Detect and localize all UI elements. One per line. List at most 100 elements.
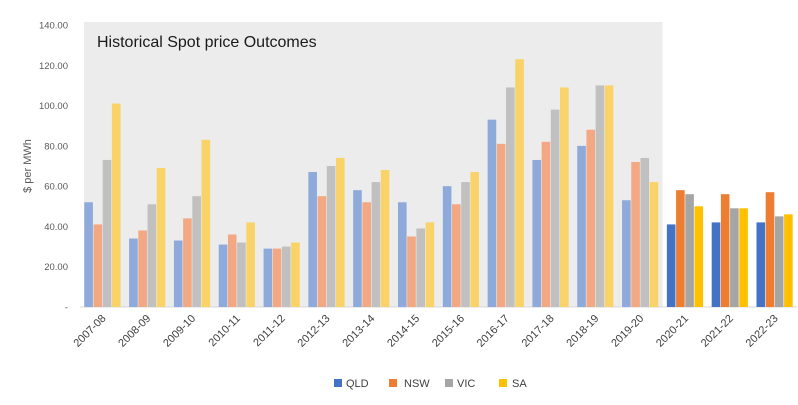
bar-nsw-2018-19 [586, 129, 596, 307]
legend-item-qld: QLD [334, 378, 369, 390]
bar-vic-2014-15 [416, 228, 425, 307]
bar-qld-2012-13 [308, 172, 317, 307]
legend-swatch [389, 379, 397, 387]
legend-swatch [445, 379, 453, 387]
bar-sa-2018-19 [604, 85, 614, 308]
bar-sa-2015-16 [470, 172, 480, 307]
x-tick-label: 2007-08 [71, 313, 108, 350]
bar-vic-2007-08 [102, 159, 112, 307]
bar-sa-2022-23 [784, 214, 793, 307]
bar-qld-2020-21 [666, 224, 676, 307]
bar-group-2012-13 [308, 157, 345, 307]
bar-qld-2011-12 [263, 248, 273, 307]
x-tick-label: 2010-11 [207, 313, 243, 349]
bar-qld-2007-08 [84, 202, 93, 307]
bar-nsw-2015-16 [452, 204, 461, 307]
bar-sa-2017-18 [560, 87, 569, 307]
y-tick-label: 40.00 [44, 222, 68, 233]
bar-qld-2022-23 [756, 222, 766, 307]
x-tick-label: 2009-10 [161, 313, 198, 350]
bar-qld-2017-18 [532, 159, 542, 307]
bar-sa-2021-22 [739, 208, 748, 307]
legend-swatch [499, 379, 507, 387]
x-tick-label: 2019-20 [609, 313, 646, 350]
x-tick-label: 2016-17 [475, 313, 512, 350]
bar-nsw-2022-23 [765, 192, 775, 307]
x-tick-label: 2011-12 [251, 313, 287, 349]
bar-nsw-2020-21 [676, 190, 685, 307]
bar-nsw-2013-14 [362, 202, 371, 307]
x-axis: 2007-08 2008-09 2009-10 2010-11 2011-12 2012-… [71, 313, 780, 350]
bar-sa-2013-14 [380, 170, 390, 307]
legend-item-nsw: NSW [389, 378, 430, 390]
bar-sa-2016-17 [515, 59, 524, 307]
bar-nsw-2021-22 [720, 194, 730, 307]
x-tick-label: 2021-22 [699, 313, 736, 350]
bar-group-2007-08 [84, 103, 121, 307]
x-tick-label: 2013-14 [340, 313, 377, 350]
bar-group-2021-22 [711, 194, 748, 307]
y-axis: - 20.00 40.00 60.00 80.00 100.00 120.00 140.00 [39, 21, 68, 314]
bar-group-2020-21 [666, 190, 704, 307]
bar-vic-2020-21 [685, 194, 694, 307]
bar-group-2015-16 [442, 172, 480, 307]
bar-group-2008-09 [129, 168, 166, 307]
bar-group-2011-12 [263, 242, 300, 307]
bar-vic-2022-23 [774, 216, 784, 307]
bar-vic-2019-20 [640, 157, 650, 307]
bar-group-2016-17 [487, 59, 524, 307]
bar-sa-2007-08 [111, 103, 121, 307]
bar-vic-2012-13 [326, 166, 336, 307]
bar-qld-2008-09 [129, 238, 138, 307]
bar-nsw-2010-11 [227, 234, 237, 307]
bar-qld-2018-19 [577, 145, 586, 307]
chart-title: Historical Spot price Outcomes [97, 34, 317, 51]
y-tick-label: 140.00 [39, 21, 68, 32]
legend-label: QLD [346, 378, 369, 390]
x-tick-label: 2022-23 [744, 313, 781, 350]
y-axis-title: $ per MWh [22, 139, 34, 193]
bar-qld-2010-11 [218, 244, 228, 307]
bar-qld-2016-17 [487, 119, 497, 307]
y-tick-label: 120.00 [39, 61, 68, 72]
legend-label: SA [512, 378, 527, 390]
bar-sa-2020-21 [694, 206, 704, 307]
x-tick-label: 2008-09 [116, 313, 153, 350]
bar-nsw-2011-12 [272, 248, 282, 307]
bars [84, 59, 793, 308]
bar-group-2010-11 [218, 222, 255, 307]
bar-nsw-2012-13 [317, 196, 327, 307]
bar-group-2017-18 [532, 87, 569, 307]
bar-vic-2015-16 [461, 182, 470, 307]
bar-sa-2008-09 [156, 168, 166, 307]
bar-vic-2013-14 [371, 182, 381, 307]
x-tick-label: 2014-15 [385, 313, 422, 350]
bar-nsw-2014-15 [407, 236, 416, 307]
x-tick-label: 2020-21 [654, 313, 691, 350]
bar-group-2018-19 [577, 85, 614, 308]
x-tick-label: 2017-18 [520, 313, 557, 350]
bar-group-2009-10 [173, 139, 211, 307]
y-tick-label: 20.00 [44, 262, 68, 273]
x-tick-label: 2015-16 [430, 313, 467, 350]
bar-nsw-2017-18 [541, 141, 551, 307]
y-tick-label: 60.00 [44, 182, 68, 193]
legend-label: NSW [404, 378, 430, 390]
y-tick-label: 80.00 [44, 141, 68, 152]
bar-nsw-2009-10 [183, 218, 192, 307]
bar-vic-2017-18 [550, 109, 560, 307]
bar-group-2013-14 [353, 170, 390, 307]
x-tick-label: 2018-19 [564, 313, 601, 350]
bar-qld-2019-20 [622, 200, 631, 307]
bar-qld-2015-16 [442, 186, 452, 307]
legend-item-vic: VIC [445, 378, 475, 390]
legend-item-sa: SA [499, 378, 527, 390]
bar-qld-2009-10 [173, 240, 183, 307]
bar-nsw-2016-17 [496, 143, 506, 307]
bar-nsw-2008-09 [138, 230, 147, 307]
bar-group-2019-20 [622, 157, 659, 307]
bar-vic-2016-17 [506, 87, 515, 307]
bar-sa-2009-10 [201, 139, 211, 307]
legend: QLD NSW VIC SA [334, 378, 527, 390]
